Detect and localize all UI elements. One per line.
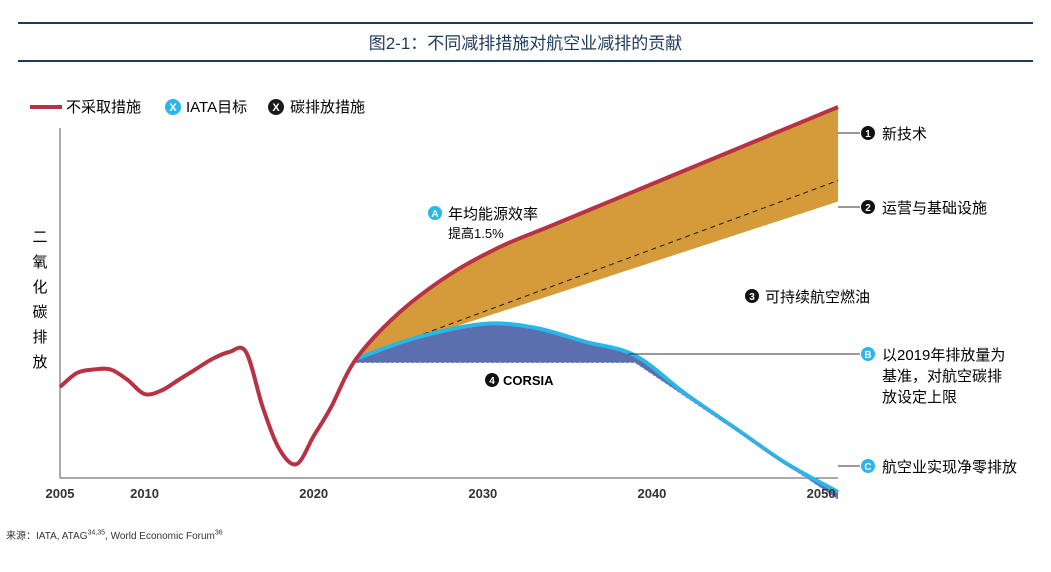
area-post-cap: [635, 355, 838, 499]
legend-carbon-marker: X: [272, 102, 280, 114]
source-sup1: 34,35: [87, 529, 106, 537]
x-tick-2005: 2005: [46, 486, 75, 501]
x-tick-2030: 2030: [468, 486, 497, 501]
badge-4-icon: [485, 373, 499, 387]
legend-carbon-icon: [268, 99, 284, 115]
badge-a-icon: [428, 206, 442, 220]
badge-1-icon: [861, 126, 875, 140]
annotation-a-line2: 提高1.5%: [448, 226, 504, 241]
annotation-2-text: 运营与基础设施: [882, 200, 987, 217]
annotation-b-line1: 以2019年排放量为: [882, 347, 1005, 364]
legend-iata-icon: [165, 99, 181, 115]
annotation-a-line1: 年均能源效率: [448, 206, 538, 223]
series-bau: [58, 105, 839, 467]
source-prefix: 来源：: [6, 531, 36, 542]
annotation-2: 2 运营与基础设施: [861, 200, 987, 217]
annotation-c-text: 航空业实现净零排放: [882, 459, 1017, 476]
annotation-b-line2: 基准，对航空碳排: [882, 368, 1002, 385]
badge-2-text: 2: [865, 203, 871, 214]
badge-3-text: 3: [749, 292, 755, 303]
y-label-char: 化: [32, 279, 47, 296]
y-label-char: 二: [32, 229, 47, 246]
title-box: 图2-1：不同减排措施对航空业减排的贡献: [18, 24, 1033, 58]
annotation-1: 1 新技术: [861, 126, 927, 143]
legend: 不采取措施 X IATA目标 X 碳排放措施: [30, 99, 365, 116]
annotation-b-line3: 放设定上限: [882, 389, 957, 406]
y-label-char: 排: [32, 329, 47, 346]
series-ops-infra-divider: [355, 180, 839, 360]
x-tick-2010: 2010: [130, 486, 159, 501]
area-corsia: [356, 323, 635, 363]
x-tick-2050: 2050: [807, 486, 836, 501]
source-text2: , World Economic Forum: [105, 531, 215, 542]
badge-a-text: A: [431, 209, 438, 220]
annotation-c: C 航空业实现净零排放: [861, 459, 1017, 476]
top-rule: [18, 22, 1033, 24]
x-tick-2040: 2040: [637, 486, 666, 501]
y-label-char: 氧: [32, 254, 47, 271]
legend-label-carbon: 碳排放措施: [290, 99, 365, 116]
annotation-3-text: 可持续航空燃油: [765, 288, 870, 306]
annotation-a: A 年均能源效率 提高1.5%: [428, 206, 538, 241]
annotation-b: B 以2019年排放量为 基准，对航空碳排 放设定上限: [861, 347, 1005, 406]
x-tick-2020: 2020: [299, 486, 328, 501]
annotation-4: 4 CORSIA: [485, 373, 554, 388]
badge-c-icon: [861, 459, 875, 473]
y-label-char: 碳: [32, 304, 47, 321]
annotation-1-text: 新技术: [882, 126, 927, 143]
legend-label-iata: IATA目标: [186, 99, 247, 116]
area-efficiency-gap: [356, 107, 838, 359]
badge-b-icon: [861, 347, 875, 361]
source-sup2: 36: [214, 529, 223, 537]
badge-4-text: 4: [489, 376, 495, 387]
badge-c-text: C: [864, 462, 871, 473]
annotation-3: 3 可持续航空燃油: [745, 288, 870, 306]
source-note: 来源：IATA, ATAG34,35, World Economic Forum…: [6, 527, 223, 542]
x-tick-labels: 2005 2010 2020 2030 2040 2050: [46, 486, 836, 501]
badge-2-icon: [861, 200, 875, 214]
y-label-char: 放: [32, 354, 47, 371]
source-text1: IATA, ATAG: [36, 531, 88, 542]
badge-b-text: B: [864, 350, 871, 361]
legend-iata-marker: X: [169, 102, 177, 114]
legend-label-bau: 不采取措施: [66, 99, 141, 116]
series-2019-cap: [356, 362, 839, 500]
series-iata-target: [355, 321, 839, 494]
badge-3-icon: [745, 289, 759, 303]
annotation-4-text: CORSIA: [503, 373, 554, 388]
bottom-rule: [18, 60, 1033, 62]
badge-1-text: 1: [865, 129, 871, 140]
chart-title: 图2-1：不同减排措施对航空业减排的贡献: [368, 33, 683, 53]
